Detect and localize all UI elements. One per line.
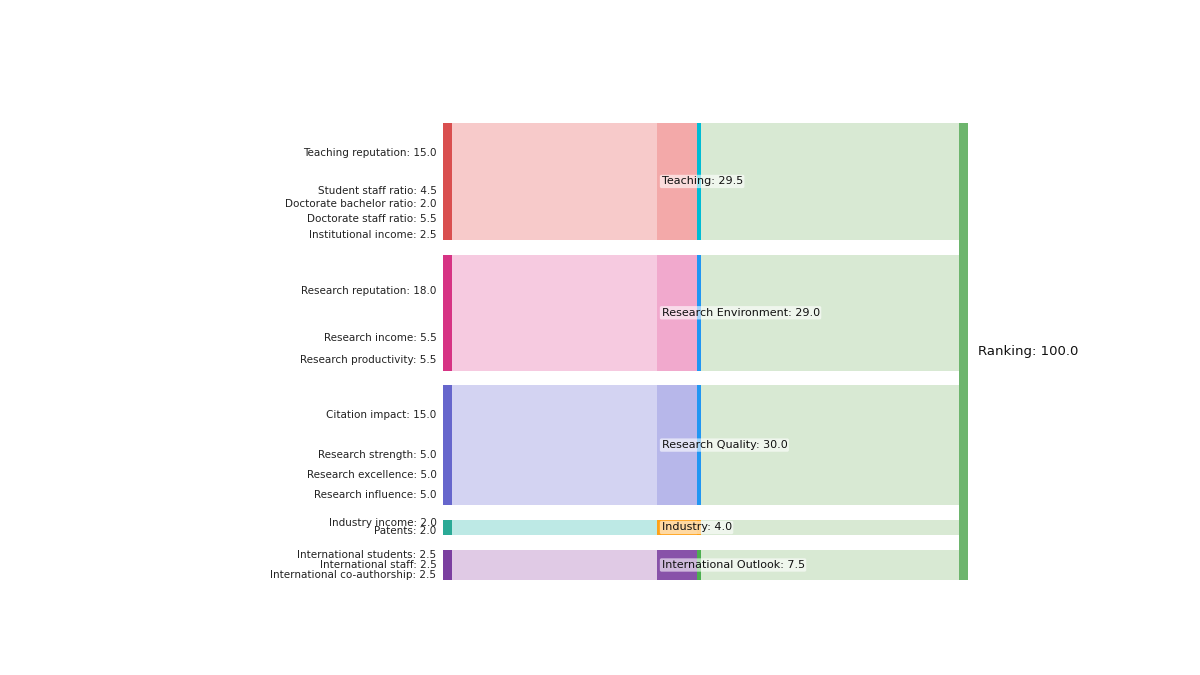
Polygon shape xyxy=(452,527,656,535)
Text: Patents: 2.0: Patents: 2.0 xyxy=(374,526,437,537)
Text: Citation impact: 15.0: Citation impact: 15.0 xyxy=(326,410,437,420)
Bar xyxy=(697,123,702,240)
Bar xyxy=(443,527,452,535)
Bar xyxy=(443,485,452,505)
Bar xyxy=(443,182,452,200)
Polygon shape xyxy=(702,255,959,371)
Text: Industry income: 2.0: Industry income: 2.0 xyxy=(329,518,437,529)
Text: International Outlook: 7.5: International Outlook: 7.5 xyxy=(661,560,805,570)
Polygon shape xyxy=(452,349,656,371)
Bar xyxy=(656,255,702,371)
Bar xyxy=(443,465,452,485)
Bar xyxy=(443,570,452,580)
Bar xyxy=(656,550,702,580)
Bar xyxy=(443,327,452,349)
Text: Teaching: 29.5: Teaching: 29.5 xyxy=(661,176,743,186)
Polygon shape xyxy=(452,445,656,465)
Text: International staff: 2.5: International staff: 2.5 xyxy=(319,560,437,570)
Text: Research influence: 5.0: Research influence: 5.0 xyxy=(314,490,437,500)
Polygon shape xyxy=(452,230,656,240)
Bar xyxy=(656,520,702,535)
Bar xyxy=(656,123,702,240)
Polygon shape xyxy=(452,327,656,349)
Bar xyxy=(443,349,452,371)
Bar xyxy=(959,123,968,580)
Bar xyxy=(697,385,702,505)
Text: Research Environment: 29.0: Research Environment: 29.0 xyxy=(661,308,820,318)
Polygon shape xyxy=(452,485,656,505)
Text: Research reputation: 18.0: Research reputation: 18.0 xyxy=(301,286,437,296)
Bar xyxy=(443,445,452,465)
Text: International co-authorship: 2.5: International co-authorship: 2.5 xyxy=(270,570,437,580)
Text: Research excellence: 5.0: Research excellence: 5.0 xyxy=(306,470,437,480)
Polygon shape xyxy=(452,550,656,560)
Bar xyxy=(443,385,452,445)
Bar xyxy=(443,209,452,230)
Bar xyxy=(656,385,702,505)
Bar xyxy=(697,550,702,580)
Polygon shape xyxy=(452,570,656,580)
Polygon shape xyxy=(452,182,656,200)
Text: Research productivity: 5.5: Research productivity: 5.5 xyxy=(300,354,437,364)
Bar xyxy=(443,123,452,182)
Polygon shape xyxy=(452,560,656,570)
Text: International students: 2.5: International students: 2.5 xyxy=(298,550,437,560)
Text: Industry: 4.0: Industry: 4.0 xyxy=(661,522,732,533)
Text: Institutional income: 2.5: Institutional income: 2.5 xyxy=(308,230,437,240)
Polygon shape xyxy=(452,209,656,230)
Polygon shape xyxy=(452,123,656,182)
Polygon shape xyxy=(452,200,656,209)
Polygon shape xyxy=(452,255,656,327)
Text: Research income: 5.5: Research income: 5.5 xyxy=(324,333,437,343)
Polygon shape xyxy=(702,385,959,505)
Bar xyxy=(443,560,452,570)
Text: Teaching reputation: 15.0: Teaching reputation: 15.0 xyxy=(302,148,437,157)
Bar xyxy=(697,255,702,371)
Polygon shape xyxy=(702,123,959,240)
Polygon shape xyxy=(452,520,656,527)
Text: Student staff ratio: 4.5: Student staff ratio: 4.5 xyxy=(318,186,437,196)
Bar xyxy=(443,200,452,209)
Polygon shape xyxy=(702,550,959,580)
Bar xyxy=(443,230,452,240)
Bar xyxy=(443,550,452,560)
Polygon shape xyxy=(452,465,656,485)
Text: Doctorate staff ratio: 5.5: Doctorate staff ratio: 5.5 xyxy=(307,215,437,224)
Polygon shape xyxy=(452,385,656,445)
Bar xyxy=(443,520,452,527)
Text: Ranking: 100.0: Ranking: 100.0 xyxy=(978,345,1078,358)
Polygon shape xyxy=(702,520,959,535)
Text: Doctorate bachelor ratio: 2.0: Doctorate bachelor ratio: 2.0 xyxy=(284,199,437,209)
Bar xyxy=(443,255,452,327)
Text: Research Quality: 30.0: Research Quality: 30.0 xyxy=(661,440,787,450)
Text: Research strength: 5.0: Research strength: 5.0 xyxy=(318,450,437,460)
Bar xyxy=(697,520,702,535)
